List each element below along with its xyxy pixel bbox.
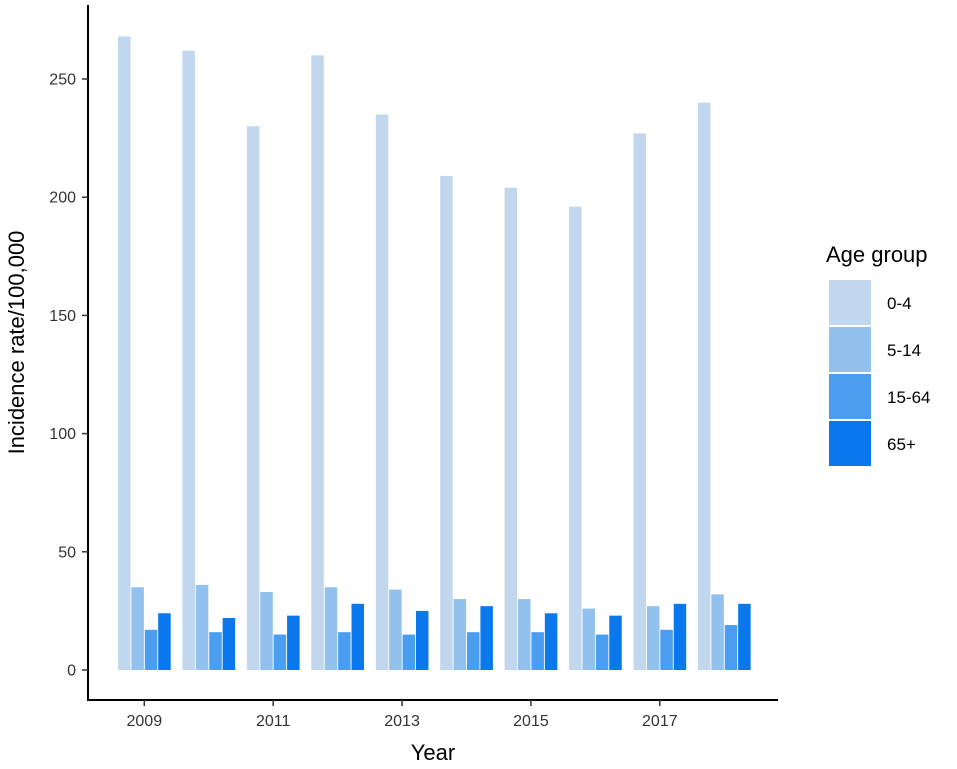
bar-65+-2010: [222, 617, 236, 670]
x-axis-ticks: 2009 2011 2013 2015 2017: [127, 700, 678, 730]
bars-layer: [118, 36, 751, 671]
bar-0-4-2013: [375, 114, 389, 670]
bar-15-64-2014: [467, 632, 480, 670]
legend-swatch-5-14: [829, 327, 871, 372]
y-tick-label: 200: [49, 190, 76, 207]
bar-5-14-2010: [195, 584, 209, 670]
y-tick-label: 250: [49, 72, 76, 89]
bar-65+-2012: [351, 603, 365, 670]
bar-65+-2018: [738, 603, 751, 670]
bar-0-4-2016: [569, 206, 582, 670]
bar-5-14-2013: [389, 589, 402, 670]
bar-5-14-2012: [324, 587, 338, 670]
bar-15-64-2010: [209, 632, 222, 670]
legend-label-5-14: 5-14: [887, 341, 921, 360]
bar-15-64-2017: [660, 629, 673, 670]
bar-15-64-2016: [595, 634, 609, 670]
bar-15-64-2018: [724, 625, 738, 670]
bar-65+-2016: [609, 615, 622, 670]
y-axis-ticks: 0 50 100 150 200 250: [49, 72, 88, 680]
legend-swatch-15-64: [829, 374, 871, 419]
bar-65+-2015: [544, 613, 558, 670]
bar-65+-2013: [415, 610, 429, 670]
legend-swatch-0-4: [829, 280, 871, 325]
bar-0-4-2010: [182, 50, 195, 670]
bar-0-4-2009: [118, 36, 131, 670]
bar-15-64-2009: [144, 629, 158, 670]
x-tick-label: 2011: [256, 713, 291, 730]
legend-label-15-64: 15-64: [887, 388, 930, 407]
bar-5-14-2016: [582, 608, 595, 670]
legend-title: Age group: [826, 242, 928, 267]
bar-65+-2014: [480, 606, 493, 670]
y-axis-title: Incidence rate/100,000: [4, 231, 29, 455]
legend-swatch-65+: [829, 421, 871, 466]
bar-5-14-2011: [260, 591, 273, 670]
x-axis-title: Year: [411, 740, 455, 765]
bar-65+-2011: [287, 615, 300, 670]
bar-0-4-2012: [311, 55, 324, 671]
bar-15-64-2013: [402, 634, 416, 670]
bar-0-4-2017: [633, 133, 647, 670]
bar-15-64-2011: [273, 634, 287, 670]
legend-label-0-4: 0-4: [887, 294, 912, 313]
x-tick-label: 2013: [384, 713, 420, 730]
y-tick-label: 0: [67, 663, 76, 680]
x-tick-label: 2017: [642, 713, 678, 730]
bar-5-14-2014: [453, 599, 467, 670]
y-tick-label: 100: [49, 426, 76, 443]
bar-0-4-2014: [440, 175, 453, 671]
bar-0-4-2015: [504, 187, 518, 671]
bar-65+-2017: [673, 603, 687, 670]
bar-65+-2009: [158, 613, 171, 670]
legend: Age group 0-4 5-14 15-64 65+: [826, 242, 930, 466]
bar-5-14-2009: [131, 587, 144, 670]
y-tick-label: 50: [58, 544, 76, 561]
bar-15-64-2012: [338, 632, 351, 670]
bar-0-4-2018: [697, 102, 711, 670]
bar-5-14-2015: [518, 599, 531, 670]
bar-5-14-2017: [646, 606, 660, 670]
x-tick-label: 2015: [513, 713, 549, 730]
bar-0-4-2011: [246, 126, 260, 670]
bar-5-14-2018: [711, 594, 724, 670]
legend-items: 0-4 5-14 15-64 65+: [829, 280, 930, 466]
x-tick-label: 2009: [127, 713, 163, 730]
bar-15-64-2015: [531, 632, 544, 670]
legend-label-65+: 65+: [887, 435, 916, 454]
y-tick-label: 150: [49, 308, 76, 325]
